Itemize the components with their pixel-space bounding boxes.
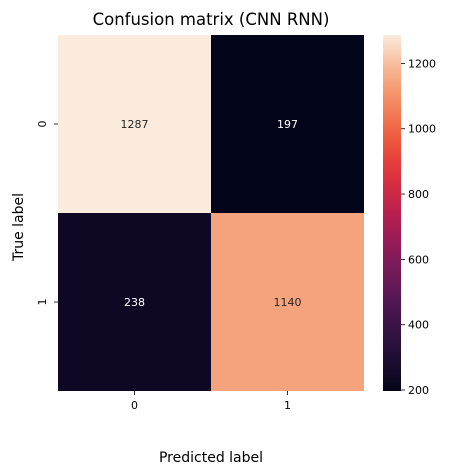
- cell-value-label-1-0: 238: [124, 296, 145, 309]
- heatmap-cell-0-1: [211, 35, 364, 213]
- heatmap-cells: 1287 197 238 1140: [58, 35, 364, 391]
- colorbar-tick-label-2: 600: [408, 253, 429, 266]
- y-tick-label-0: 0: [36, 121, 49, 128]
- colorbar-tick-label-3: 800: [408, 188, 429, 201]
- colorbar-tick-label-0: 200: [408, 384, 429, 397]
- colorbar-tick-label-1: 400: [408, 319, 429, 332]
- heatmap-cell-1-0: [58, 213, 211, 391]
- x-tick-label-0: 0: [131, 399, 138, 412]
- colorbar-tick-label-4: 1000: [408, 123, 436, 136]
- x-axis-label: Predicted label: [159, 450, 263, 466]
- colorbar-gradient: [383, 35, 401, 391]
- cell-value-label-1-1: 1140: [274, 296, 302, 309]
- heatmap-cell-1-1: [211, 213, 364, 391]
- heatmap-axes: 0 1 0 1: [36, 121, 291, 413]
- colorbar-tick-label-5: 1200: [408, 57, 436, 70]
- y-axis-label: True label: [11, 193, 27, 262]
- y-tick-label-1: 1: [36, 299, 49, 306]
- colorbar: 200 400 600 800 1000 1200: [383, 35, 436, 397]
- colorbar-ticks: 200 400 600 800 1000 1200: [401, 57, 436, 397]
- cell-value-label-0-0: 1287: [121, 118, 149, 131]
- x-tick-label-1: 1: [284, 399, 291, 412]
- cell-value-label-0-1: 197: [277, 118, 298, 131]
- heatmap-cell-0-0: [58, 35, 211, 213]
- chart-title: Confusion matrix (CNN RNN): [93, 10, 330, 29]
